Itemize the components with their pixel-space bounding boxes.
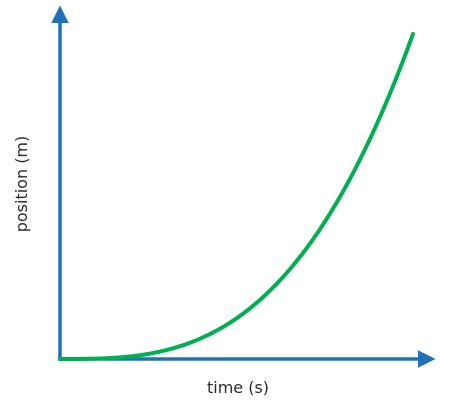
y-axis-label: position (m) [12,136,31,233]
x-axis-label: time (s) [207,378,269,397]
series-line-position [58,32,415,361]
